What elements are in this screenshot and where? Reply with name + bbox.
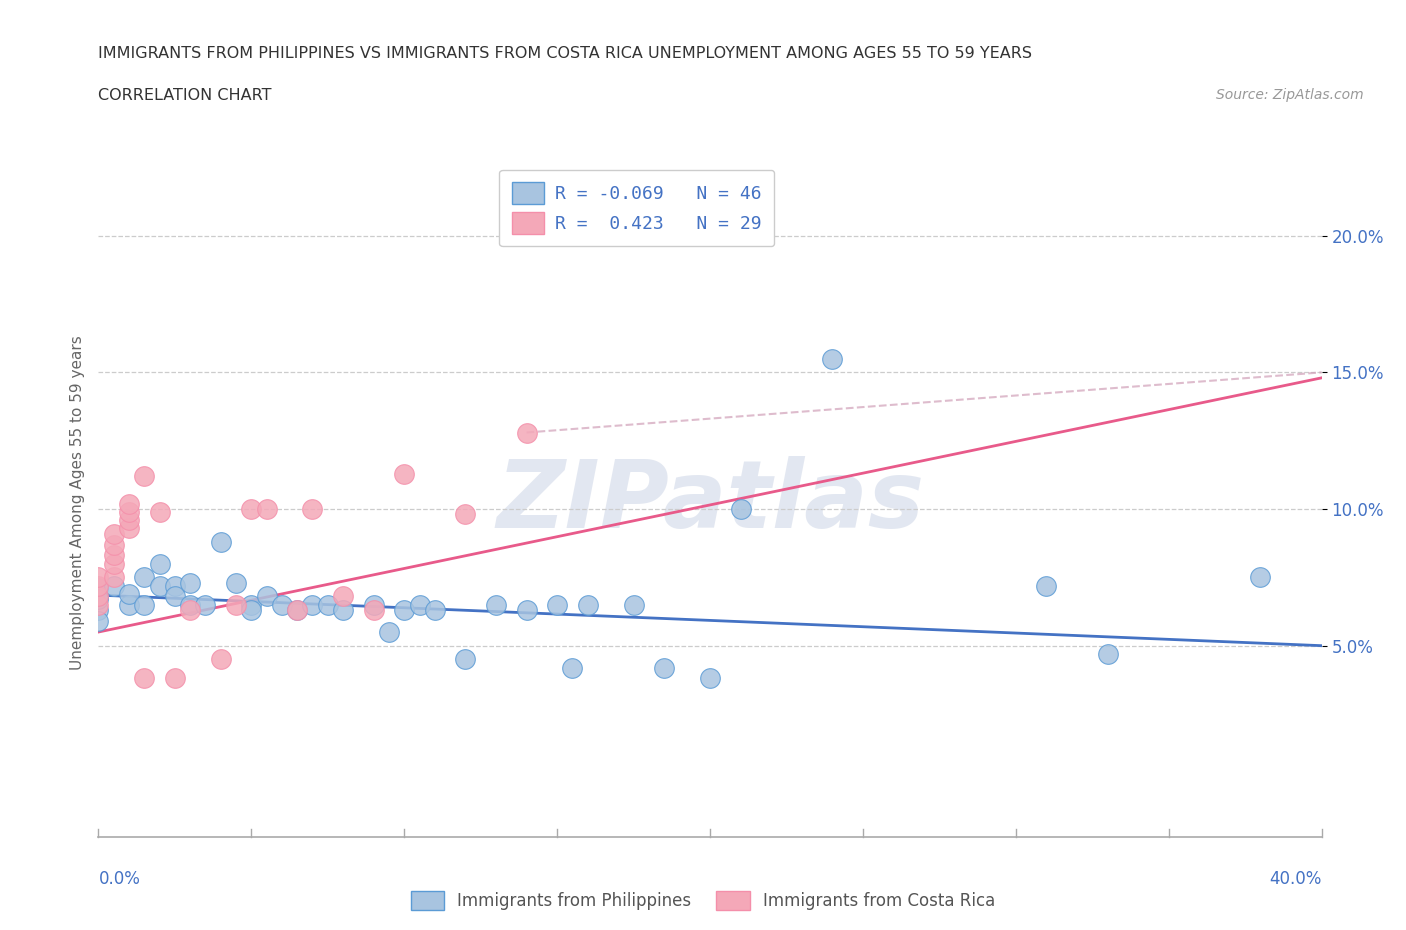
Point (118, 521, 141, 536)
Point (118, 586, 141, 601)
Point (225, 576, 247, 591)
Point (134, 597, 156, 612)
Point (332, 589, 354, 604)
Point (225, 597, 247, 612)
Point (209, 535, 232, 550)
Point (179, 603, 201, 618)
Point (408, 597, 430, 612)
Point (87, 570, 110, 585)
Point (301, 597, 323, 612)
Point (576, 597, 599, 612)
Point (285, 603, 308, 618)
Point (516, 603, 538, 618)
Point (134, 570, 156, 585)
Point (163, 578, 186, 593)
Point (454, 507, 477, 522)
Point (118, 496, 141, 511)
Point (392, 466, 416, 481)
Point (87, 614, 110, 629)
Point (363, 603, 385, 618)
Point (118, 512, 141, 527)
Point (163, 589, 186, 604)
Point (623, 597, 645, 612)
Point (821, 352, 844, 366)
Point (270, 597, 292, 612)
Point (256, 589, 278, 604)
Point (103, 548, 125, 563)
Point (118, 504, 141, 519)
Point (423, 603, 446, 618)
Point (316, 597, 339, 612)
Point (1035, 578, 1057, 593)
Text: CORRELATION CHART: CORRELATION CHART (98, 88, 271, 103)
Point (163, 671, 186, 686)
Point (240, 501, 263, 516)
Point (1249, 570, 1271, 585)
Text: ZIPatlas: ZIPatlas (496, 457, 924, 548)
Point (730, 501, 752, 516)
Point (103, 570, 125, 585)
Legend: Immigrants from Philippines, Immigrants from Costa Rica: Immigrants from Philippines, Immigrants … (404, 884, 1002, 917)
Point (87, 578, 110, 593)
Point (240, 597, 263, 612)
Point (378, 625, 401, 640)
Y-axis label: Unemployment Among Ages 55 to 59 years: Unemployment Among Ages 55 to 59 years (69, 335, 84, 670)
Point (1097, 646, 1119, 661)
Point (87, 589, 110, 604)
Point (454, 652, 477, 667)
Text: 0.0%: 0.0% (98, 870, 141, 888)
Point (209, 652, 232, 667)
Point (134, 469, 156, 484)
Point (332, 603, 354, 618)
Legend: R = -0.069   N = 46, R =  0.423   N = 29: R = -0.069 N = 46, R = 0.423 N = 29 (499, 170, 775, 246)
Point (179, 576, 201, 591)
Point (118, 597, 141, 612)
Point (256, 501, 278, 516)
Point (103, 556, 125, 571)
Point (87, 581, 110, 596)
Point (149, 504, 172, 519)
Point (103, 578, 125, 593)
Point (485, 597, 508, 612)
Point (149, 578, 172, 593)
Point (561, 660, 583, 675)
Point (652, 660, 675, 675)
Point (301, 501, 323, 516)
Point (87, 603, 110, 618)
Text: Source: ZipAtlas.com: Source: ZipAtlas.com (1216, 88, 1364, 102)
Point (516, 425, 538, 440)
Point (240, 603, 263, 618)
Point (87, 591, 110, 606)
Text: 40.0%: 40.0% (1270, 870, 1322, 888)
Point (363, 597, 385, 612)
Point (87, 597, 110, 612)
Point (87, 589, 110, 604)
Point (194, 597, 217, 612)
Point (546, 597, 568, 612)
Point (179, 597, 201, 612)
Point (103, 538, 125, 552)
Point (699, 671, 721, 686)
Text: IMMIGRANTS FROM PHILIPPINES VS IMMIGRANTS FROM COSTA RICA UNEMPLOYMENT AMONG AGE: IMMIGRANTS FROM PHILIPPINES VS IMMIGRANT… (98, 46, 1032, 61)
Point (285, 603, 308, 618)
Point (149, 556, 172, 571)
Point (392, 603, 416, 618)
Point (134, 671, 156, 686)
Point (103, 526, 125, 541)
